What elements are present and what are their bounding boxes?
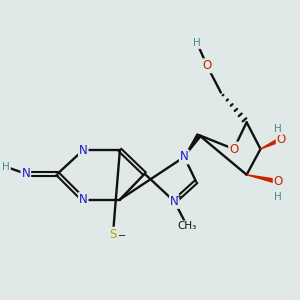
Text: H: H [2, 162, 10, 172]
Polygon shape [184, 134, 201, 157]
Text: S: S [109, 228, 117, 241]
Text: O: O [202, 59, 212, 72]
Text: CH₃: CH₃ [178, 221, 197, 231]
Text: N: N [170, 195, 179, 208]
Text: N: N [22, 167, 30, 180]
Text: N: N [180, 150, 189, 164]
Text: +: + [175, 192, 182, 201]
Text: H: H [274, 124, 282, 134]
Polygon shape [247, 175, 279, 184]
Text: O: O [274, 175, 283, 188]
Text: H: H [274, 191, 282, 202]
Text: O: O [277, 133, 286, 146]
Text: O: O [229, 142, 239, 155]
Text: N: N [79, 143, 88, 157]
Text: −: − [118, 231, 126, 241]
Text: H: H [193, 38, 201, 48]
Text: N: N [79, 193, 88, 206]
Polygon shape [260, 137, 282, 149]
